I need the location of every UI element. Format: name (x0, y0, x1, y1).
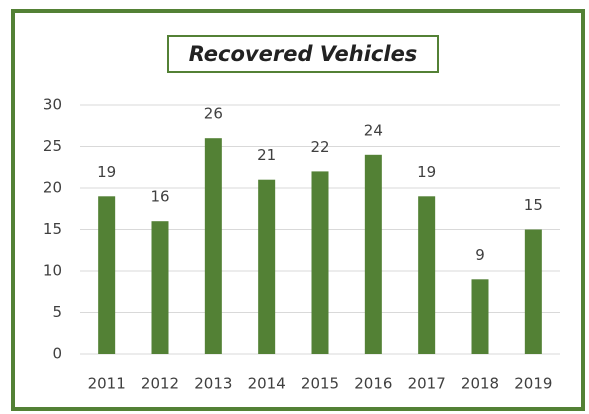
y-tick-label: 30 (43, 96, 62, 114)
x-tick-label: 2017 (408, 375, 446, 393)
y-tick-label: 0 (52, 345, 62, 363)
x-tick-label: 2016 (354, 375, 392, 393)
data-label: 19 (97, 163, 116, 181)
y-tick-label: 20 (43, 179, 62, 197)
x-tick-label: 2013 (194, 375, 232, 393)
bar (418, 196, 436, 354)
data-label: 24 (364, 121, 383, 139)
y-tick-label: 15 (43, 220, 62, 238)
bar (258, 179, 276, 354)
data-label: 26 (204, 105, 223, 123)
bar (98, 196, 116, 354)
chart-title: Recovered Vehicles (189, 42, 418, 66)
x-tick-label: 2018 (461, 375, 499, 393)
title-box (167, 35, 439, 73)
y-tick-label: 25 (43, 137, 62, 155)
x-tick-label: 2015 (301, 375, 339, 393)
data-label: 22 (310, 138, 329, 156)
data-label: 16 (150, 188, 169, 206)
bar (311, 171, 329, 354)
y-tick-label: 10 (43, 262, 62, 280)
x-tick-label: 2019 (514, 375, 552, 393)
data-label: 15 (524, 196, 543, 214)
data-label: 9 (475, 246, 485, 264)
data-label: 19 (417, 163, 436, 181)
bar (471, 279, 489, 354)
x-tick-label: 2014 (248, 375, 286, 393)
data-label: 21 (257, 146, 276, 164)
y-tick-label: 5 (52, 303, 62, 321)
x-tick-label: 2012 (141, 375, 179, 393)
bar (364, 154, 382, 354)
bar (204, 138, 222, 354)
bar (151, 221, 169, 354)
x-tick-label: 2011 (88, 375, 126, 393)
bar (524, 229, 542, 354)
